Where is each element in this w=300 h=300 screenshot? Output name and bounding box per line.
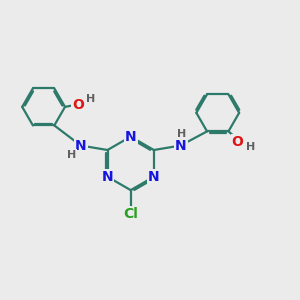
Text: H: H	[245, 142, 255, 152]
Text: N: N	[75, 139, 87, 152]
Text: H: H	[86, 94, 95, 104]
Text: O: O	[232, 135, 244, 149]
Text: N: N	[148, 170, 160, 184]
Text: H: H	[67, 150, 76, 160]
Text: N: N	[102, 170, 113, 184]
Text: Cl: Cl	[123, 207, 138, 221]
Text: N: N	[125, 130, 136, 144]
Text: N: N	[175, 139, 186, 152]
Text: H: H	[178, 129, 187, 139]
Text: O: O	[72, 98, 84, 112]
